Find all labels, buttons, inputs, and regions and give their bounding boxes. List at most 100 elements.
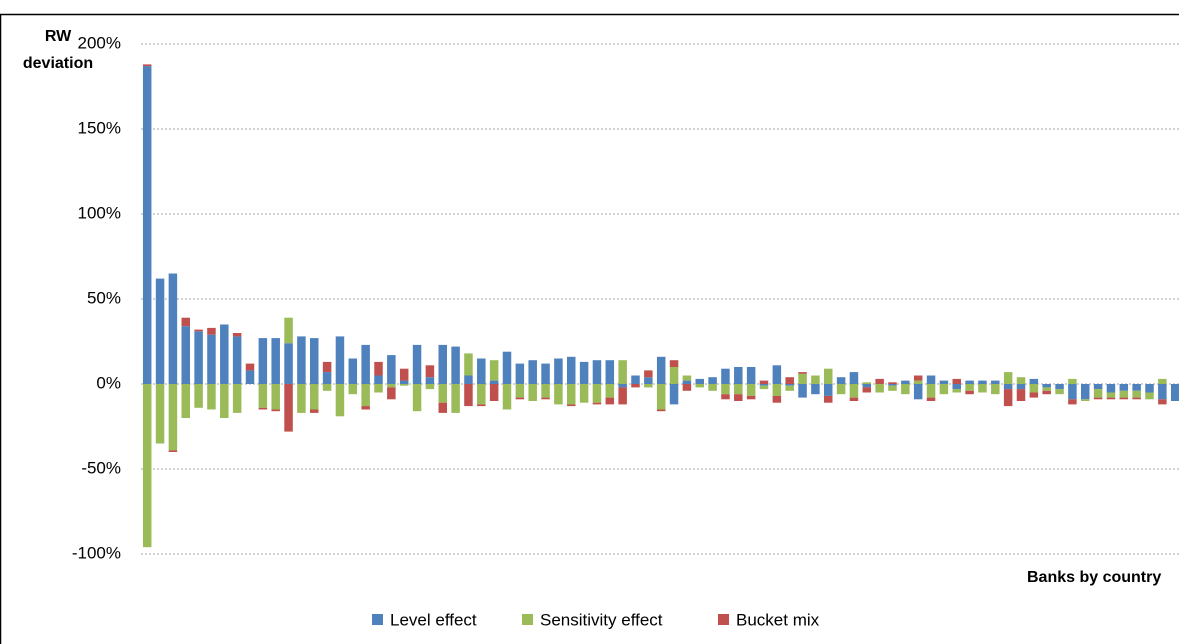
bar-segment <box>772 395 782 403</box>
bar-segment <box>1042 387 1051 391</box>
bar-segment <box>1132 390 1141 398</box>
bar-segment <box>631 375 640 384</box>
bar-segment <box>592 360 602 384</box>
bar-segment <box>656 409 666 412</box>
bar-segment <box>734 384 743 395</box>
bar-segment <box>374 361 383 376</box>
bar-segment <box>567 356 576 384</box>
y-tick-label: -100% <box>72 543 121 562</box>
bar-segment <box>759 385 769 390</box>
bar-segment <box>464 375 473 384</box>
bar-segment <box>425 377 435 384</box>
bar-segment <box>194 329 203 332</box>
bar-segment <box>181 384 190 418</box>
bar-segment <box>528 360 537 384</box>
bar-segment <box>965 390 974 395</box>
legend-label: Sensitivity effect <box>540 610 663 629</box>
bar-segment <box>348 358 358 384</box>
bar-segment <box>168 273 178 384</box>
x-axis-title: Banks by country <box>1027 569 1161 586</box>
bar-segment <box>1145 384 1154 393</box>
bar-segment <box>991 384 1000 395</box>
bar-segment <box>258 384 268 408</box>
bar-segment <box>489 384 499 401</box>
bar-segment <box>952 389 961 393</box>
bar-segment <box>258 407 268 410</box>
bar-segment <box>669 384 679 405</box>
legend-swatch <box>522 614 533 625</box>
bar-segment <box>451 346 460 384</box>
bar-segment <box>502 384 512 410</box>
bar-segment <box>1042 390 1051 395</box>
bar-segment <box>528 384 537 401</box>
bar-segment <box>618 360 627 384</box>
bar-segment <box>939 380 949 384</box>
bar-segment <box>1106 384 1116 393</box>
bar-segment <box>824 368 833 384</box>
bar-segment <box>399 368 409 381</box>
bar-segment <box>644 384 653 388</box>
bar-segment <box>579 361 589 384</box>
bar-segment <box>888 385 897 391</box>
bar-segment <box>1003 389 1013 407</box>
bar-segment <box>541 397 550 400</box>
bar-segment <box>1119 390 1129 398</box>
bar-segment <box>1145 392 1154 400</box>
bar-segment <box>682 384 692 391</box>
bar-segment <box>168 450 178 452</box>
bar-segment <box>194 331 203 384</box>
bar-segment <box>348 384 358 395</box>
bar-segment <box>721 394 730 400</box>
bar-segment <box>220 384 229 418</box>
bar-segment <box>322 372 332 384</box>
bar-segment <box>438 402 447 413</box>
bar-segment <box>875 378 884 384</box>
bar-segment <box>464 384 473 407</box>
bar-segment <box>142 384 152 548</box>
y-axis-title: deviation <box>23 55 93 72</box>
bar-segment <box>310 338 319 384</box>
bar-segment <box>798 384 807 398</box>
bar-segment <box>811 384 820 395</box>
bar-segment <box>1106 392 1116 398</box>
bar-segment <box>1093 389 1103 398</box>
bar-segment <box>567 404 576 407</box>
bar-segment <box>232 384 242 413</box>
bar-segment <box>939 384 949 395</box>
bar-segment <box>258 338 268 384</box>
bar-segment <box>849 372 859 384</box>
bar-segment <box>554 358 563 384</box>
legend-label: Level effect <box>390 610 477 629</box>
bar-segment <box>438 384 447 403</box>
bar-segment <box>772 365 782 384</box>
bar-segment <box>824 384 833 396</box>
bar-segment <box>1081 399 1090 401</box>
bar-segment <box>1170 384 1179 401</box>
bar-segment <box>374 384 383 393</box>
bar-segment <box>297 384 306 413</box>
bar-segment <box>824 395 833 403</box>
bar-segment <box>245 363 255 371</box>
bar-segment <box>207 384 216 410</box>
bar-segment <box>901 380 910 384</box>
bar-segment <box>656 384 666 410</box>
bar-segment <box>1068 378 1077 384</box>
bar-segment <box>746 367 756 384</box>
bar-segment <box>412 384 422 412</box>
bar-segment <box>926 397 936 401</box>
bar-segment <box>644 377 653 384</box>
bar-segment <box>798 373 807 384</box>
bar-segment <box>592 402 602 405</box>
bar-segment <box>746 384 756 396</box>
bar-segment <box>605 397 615 405</box>
bar-segment <box>168 384 178 451</box>
bar-segment <box>849 384 859 398</box>
bar-segment <box>1068 399 1077 405</box>
bar-segment <box>515 384 525 398</box>
bar-segment <box>271 384 280 410</box>
bar-segment <box>605 360 615 384</box>
bar-segment <box>232 333 242 337</box>
bar-segment <box>1093 384 1103 390</box>
bar-segment <box>1068 384 1077 400</box>
